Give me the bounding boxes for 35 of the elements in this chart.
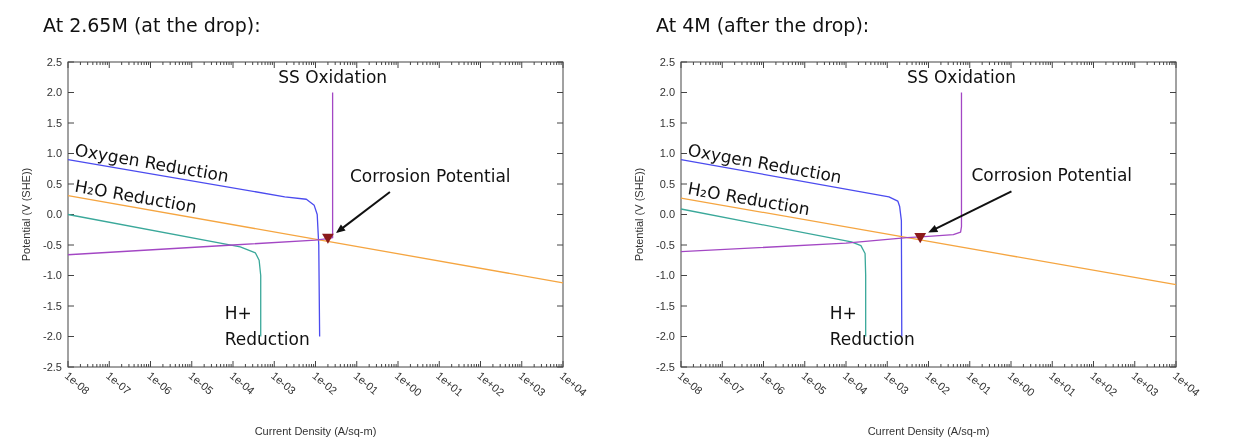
y-tick-label: 2.0 — [659, 86, 675, 99]
y-axis-title: Potential (V (SHE)) — [20, 167, 32, 262]
y-tick-label: -1.5 — [43, 299, 62, 312]
y-axis-title: Potential (V (SHE)) — [633, 167, 645, 262]
series-label: H+ Reduction — [829, 302, 915, 349]
text: Corrosion Potential — [971, 165, 1133, 186]
series-label: SS Oxidation — [907, 66, 1016, 87]
y-tick-label: -2.0 — [43, 330, 62, 343]
y-tick-label: -0.5 — [43, 238, 62, 251]
y-tick-label: 1.5 — [46, 116, 62, 129]
y-tick-label: 1.0 — [46, 147, 62, 160]
y-tick-label: -0.5 — [656, 238, 675, 251]
chart-title: At 4M (after the drop): — [656, 14, 870, 36]
y-tick-label: 0.5 — [659, 177, 675, 190]
x-axis-title: Current Density (A/sq-m) — [867, 425, 990, 437]
y-tick-label: -2.5 — [656, 360, 675, 373]
y-tick-label: 0.0 — [659, 208, 675, 221]
y-tick-label: 2.0 — [46, 86, 62, 99]
y-tick-label: 0.0 — [46, 208, 62, 221]
y-tick-label: 0.5 — [46, 177, 62, 190]
text: H₂O Reduction — [686, 178, 812, 220]
series-label: SS Oxidation — [278, 66, 388, 87]
y-tick-label: -1.0 — [656, 269, 675, 282]
y-tick-label: 2.5 — [659, 55, 675, 68]
y-tick-label: -1.5 — [656, 299, 675, 312]
y-tick-label: -2.5 — [43, 360, 62, 373]
y-tick-label: 1.0 — [659, 147, 675, 160]
y-tick-label: 2.5 — [46, 55, 62, 68]
series-label: H+ Reduction — [224, 302, 310, 349]
y-tick-label: -2.0 — [656, 330, 675, 343]
y-tick-label: -1.0 — [43, 269, 62, 282]
x-axis-title: Current Density (A/sq-m) — [254, 425, 377, 437]
y-tick-label: 1.5 — [659, 116, 675, 129]
chart-title: At 2.65M (at the drop): — [43, 14, 261, 36]
text: Corrosion Potential — [349, 166, 511, 187]
